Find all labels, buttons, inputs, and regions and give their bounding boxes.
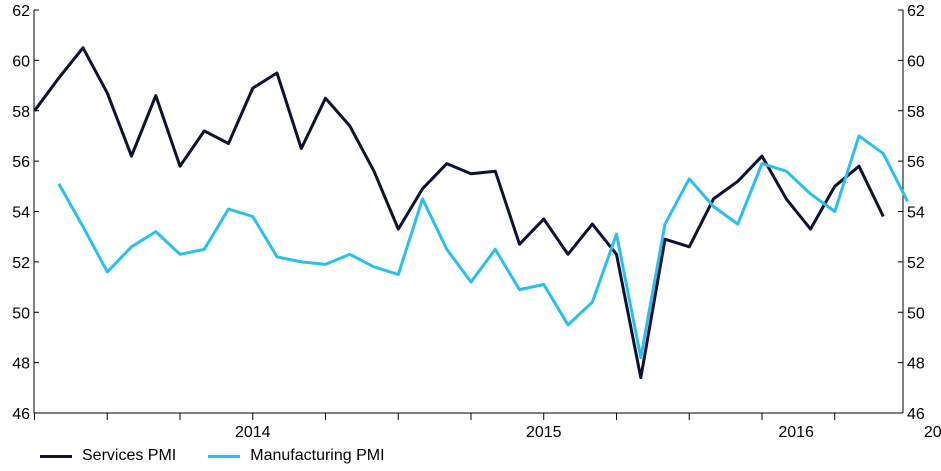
y-tick-label-right: 54 (907, 205, 925, 222)
y-tick-label-right: 48 (907, 356, 925, 373)
y-tick-label-left: 56 (12, 154, 30, 171)
y-tick-label-right: 50 (907, 305, 925, 322)
y-tick-label-left: 54 (12, 205, 30, 222)
y-tick-label-left: 58 (12, 104, 30, 121)
y-tick-label-right: 52 (907, 255, 925, 272)
legend-item-services: Services PMI (40, 447, 176, 465)
y-tick-label-right: 56 (907, 154, 925, 171)
legend-swatch-manufacturing (208, 454, 241, 458)
x-year-label: 2017 (924, 424, 941, 441)
series-layer (33, 46, 909, 380)
y-tick-label-right: 46 (907, 406, 925, 423)
series-line-services-pmi (33, 46, 885, 380)
y-tick-label-left: 50 (12, 305, 30, 322)
legend-label-services: Services PMI (82, 447, 177, 464)
legend-item-manufacturing: Manufacturing PMI (208, 447, 385, 465)
y-tick-label-left: 52 (12, 255, 30, 272)
axes: 46 46 48 48 50 50 52 52 54 54 56 56 58 58 60 60 62 62 2014… (12, 3, 941, 441)
x-year-label: 2016 (778, 424, 814, 441)
x-year-label: 2015 (526, 424, 562, 441)
series-line-manufacturing-pmi (57, 134, 909, 360)
legend: Services PMI Manufacturing PMI (40, 447, 417, 465)
y-tick-label-left: 46 (12, 406, 30, 423)
y-tick-label-left: 48 (12, 356, 30, 373)
legend-swatch-services (40, 454, 72, 458)
y-tick-label-left: 60 (12, 53, 30, 70)
y-tick-label-right: 62 (907, 3, 925, 20)
y-tick-label-right: 60 (907, 53, 925, 70)
y-tick-label-left: 62 (12, 3, 30, 20)
legend-label-manufacturing: Manufacturing PMI (250, 447, 385, 464)
y-tick-label-right: 58 (907, 104, 925, 121)
x-year-label: 2014 (235, 424, 271, 441)
